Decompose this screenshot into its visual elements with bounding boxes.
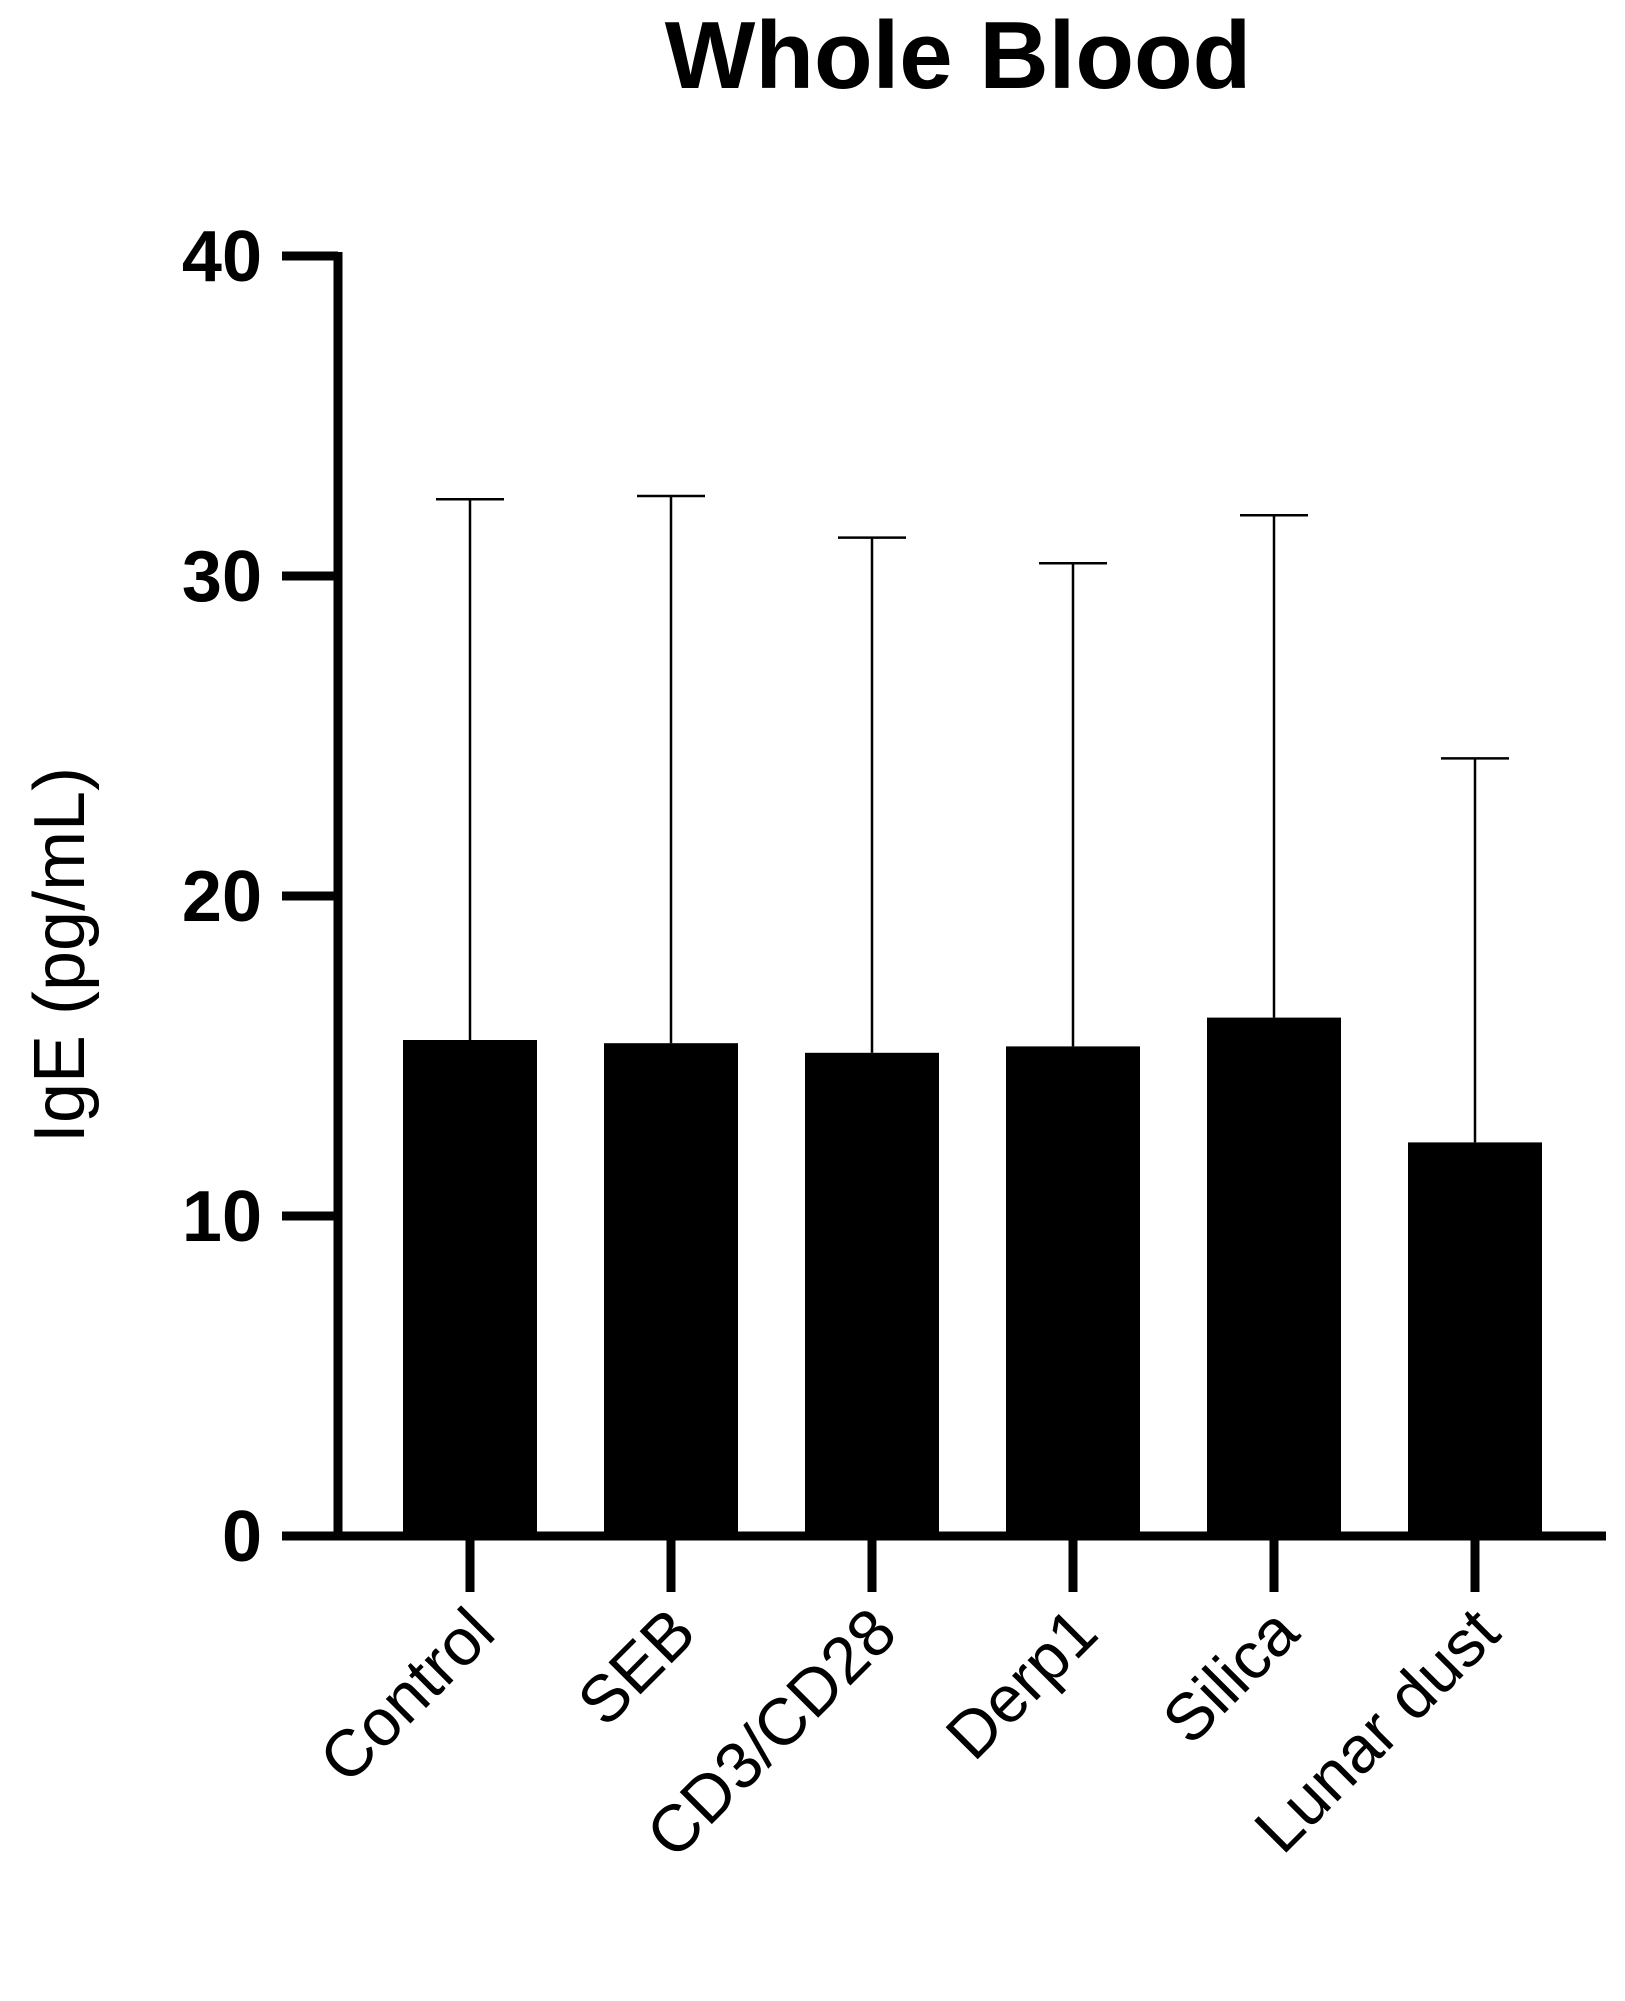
bar bbox=[604, 1043, 738, 1536]
bar bbox=[1207, 1017, 1341, 1536]
bar bbox=[805, 1052, 939, 1536]
y-tick-label: 0 bbox=[222, 1497, 262, 1577]
x-tick-label: Silica bbox=[1148, 1593, 1312, 1757]
x-tick-label: Control bbox=[305, 1594, 508, 1797]
y-tick-label: 10 bbox=[182, 1177, 262, 1257]
error-bars-layer bbox=[436, 494, 1509, 1143]
x-tick-label: Derp1 bbox=[931, 1594, 1110, 1773]
x-tick-label: SEB bbox=[563, 1594, 709, 1740]
y-ticks: 0 10 20 30 40 bbox=[182, 217, 338, 1577]
y-tick-label: 30 bbox=[182, 537, 262, 617]
y-tick-label: 20 bbox=[182, 857, 262, 937]
y-axis-label: IgE (pg/mL) bbox=[20, 767, 100, 1143]
bar bbox=[1006, 1046, 1140, 1536]
bars-layer bbox=[403, 1017, 1542, 1536]
y-tick-label: 40 bbox=[182, 217, 262, 297]
bar bbox=[1408, 1142, 1542, 1536]
chart-title: Whole Blood bbox=[665, 2, 1252, 109]
bar bbox=[403, 1040, 537, 1536]
